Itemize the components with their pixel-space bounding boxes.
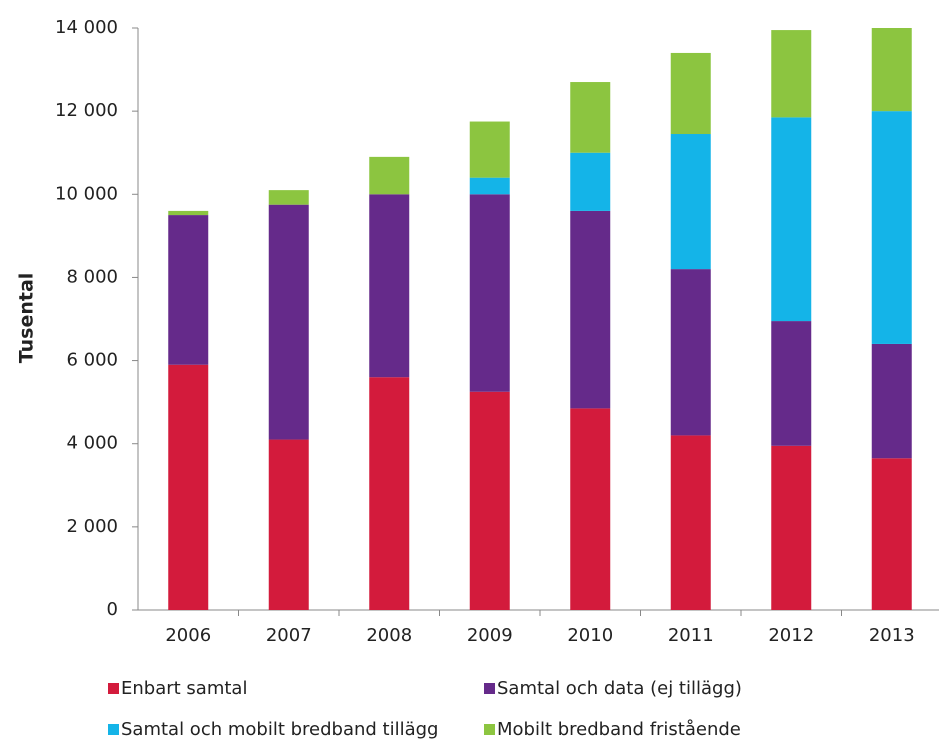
legend-swatch: [108, 724, 119, 735]
y-tick-label: 6 000: [66, 350, 118, 371]
bar-segment: [469, 177, 510, 195]
bar-segment: [570, 152, 611, 211]
bar-segment: [871, 458, 912, 610]
bar-segment: [469, 121, 510, 178]
y-tick-label: 4 000: [66, 433, 118, 454]
y-tick-label: 12 000: [55, 100, 118, 121]
bar-segment: [670, 52, 711, 135]
bar-segment: [268, 190, 309, 205]
legend-swatch: [484, 683, 495, 694]
bar-segment: [268, 204, 309, 440]
bar-segment: [771, 321, 812, 446]
bar-segment: [469, 391, 510, 610]
bar-segment: [369, 194, 410, 378]
bar-segment: [369, 156, 410, 195]
bar-segment: [871, 343, 912, 459]
legend-label: Enbart samtal: [121, 678, 247, 699]
bar-segment: [771, 30, 812, 118]
x-tick-label: 2009: [467, 625, 513, 646]
legend-label: Samtal och mobilt bredband tillägg: [121, 719, 438, 740]
bar-segment: [570, 408, 611, 610]
bar-segment: [168, 215, 209, 365]
x-tick-label: 2012: [768, 625, 814, 646]
x-tick-label: 2006: [165, 625, 211, 646]
x-tick-label: 2008: [366, 625, 412, 646]
bar-segment: [469, 194, 510, 392]
bar-segment: [268, 439, 309, 610]
bar-segment: [771, 445, 812, 610]
y-tick-label: 0: [107, 599, 118, 620]
x-tick-label: 2011: [668, 625, 714, 646]
x-tick-label: 2013: [869, 625, 915, 646]
y-tick-label: 14 000: [55, 17, 118, 38]
bar-segment: [771, 117, 812, 322]
bar-segment: [670, 134, 711, 270]
bar-segment: [168, 364, 209, 610]
bar-segment: [369, 377, 410, 610]
x-tick-label: 2010: [567, 625, 613, 646]
y-tick-label: 8 000: [66, 266, 118, 287]
legend-label: Mobilt bredband fristående: [497, 719, 741, 740]
bar-segment: [570, 210, 611, 409]
bar-segment: [871, 28, 912, 112]
x-tick-label: 2007: [266, 625, 312, 646]
legend-label: Samtal och data (ej tillägg): [497, 678, 742, 699]
bar-segment: [871, 111, 912, 344]
bar-segment: [670, 269, 711, 436]
bar-segment: [670, 435, 711, 610]
bar-segment: [570, 82, 611, 153]
y-tick-label: 10 000: [55, 183, 118, 204]
bar-segment: [168, 210, 209, 216]
y-tick-label: 2 000: [66, 516, 118, 537]
y-axis-title: Tusental: [16, 273, 38, 364]
legend-swatch: [484, 724, 495, 735]
legend-swatch: [108, 683, 119, 694]
